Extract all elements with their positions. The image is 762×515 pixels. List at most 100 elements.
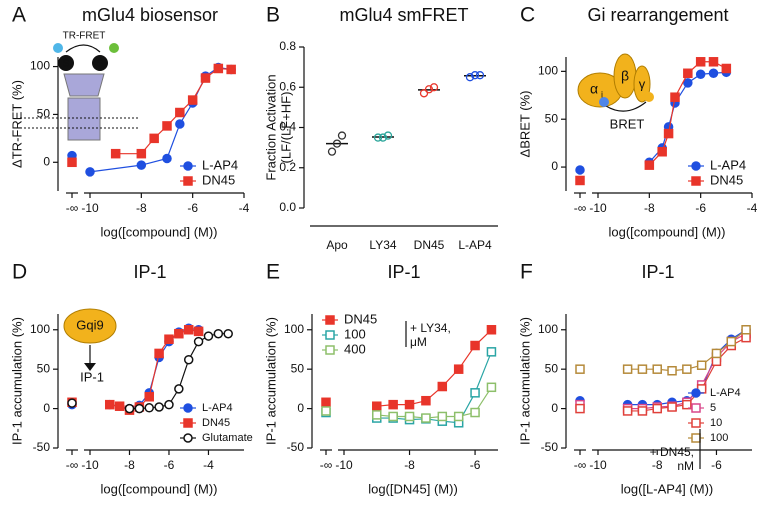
- annotation: Gqi9: [76, 317, 103, 332]
- y-axis-label: IP-1 accumulation (%): [263, 317, 278, 445]
- data-point: [388, 399, 398, 410]
- y-axis-label: ΔTR-FRET (%): [9, 80, 24, 168]
- annotation: + LY34,: [410, 321, 451, 335]
- y-tick-label: 0: [43, 154, 50, 168]
- y-tick-label: -50: [287, 440, 305, 454]
- data-point: [644, 160, 655, 170]
- data-point: [652, 403, 662, 414]
- x-tick-label: -10: [335, 458, 353, 472]
- annotation: + DN45,: [650, 445, 694, 459]
- data-point: [575, 403, 585, 414]
- data-point: [683, 68, 693, 79]
- annotation: BRET: [610, 116, 645, 131]
- data-point: [164, 399, 174, 410]
- y-tick-label: 0: [43, 401, 50, 415]
- data-point: [741, 332, 751, 343]
- legend-label: 400: [344, 341, 366, 356]
- data-point: [637, 406, 648, 416]
- y-tick-label: 0: [297, 401, 304, 415]
- data-point: [711, 356, 722, 367]
- data-point: [183, 325, 194, 335]
- annotation: β: [621, 68, 629, 84]
- donor: [599, 97, 609, 107]
- data-point: [372, 410, 382, 420]
- data-point: [721, 63, 732, 74]
- x-tick-label: Apo: [326, 238, 348, 252]
- legend-label: L-AP4: [710, 157, 746, 172]
- x-tick-label: -∞: [574, 201, 587, 215]
- data-point: [696, 360, 707, 370]
- legend-marker: [691, 388, 701, 398]
- x-axis-label: log([compound] (M)): [100, 481, 217, 496]
- data-point: [372, 401, 382, 411]
- y-tick-label: 100: [30, 322, 50, 336]
- data-point: [695, 69, 706, 79]
- y-tick-label: 100: [284, 322, 304, 336]
- data-point: [741, 325, 751, 335]
- x-axis-label: log([compound] (M)): [100, 224, 217, 239]
- data-point: [695, 57, 706, 67]
- y-tick-label: 100: [538, 64, 558, 78]
- data-point: [162, 121, 172, 131]
- legend-label: L-AP4: [710, 387, 741, 399]
- annotation: S: [63, 59, 70, 70]
- data-point: [421, 413, 431, 423]
- data-point: [726, 336, 737, 347]
- panel-letter: C: [520, 4, 535, 27]
- y-tick-label: 50: [37, 361, 51, 375]
- x-tick-label: -4: [203, 458, 214, 472]
- data-point: [327, 147, 337, 156]
- y-tick-label: 50: [545, 111, 559, 125]
- data-point: [67, 157, 77, 168]
- x-tick-label: -10: [81, 458, 99, 472]
- y-axis-label: IP-1 accumulation (%): [517, 317, 532, 445]
- data-point: [136, 148, 147, 159]
- y-axis-label: ΔBRET (%): [517, 91, 532, 158]
- data-point: [652, 364, 662, 374]
- panel-letter: B: [266, 4, 280, 27]
- data-point: [175, 119, 185, 129]
- legend-marker: [325, 330, 335, 340]
- data-point: [486, 325, 497, 335]
- legend-marker: [325, 345, 335, 355]
- y-tick-label: 50: [545, 361, 559, 375]
- legend-marker: [691, 403, 701, 413]
- x-axis-label: log([compound] (M)): [608, 224, 725, 239]
- data-point: [124, 403, 135, 414]
- panel-letter: E: [266, 261, 280, 284]
- legend-marker: [691, 176, 701, 186]
- gq-protein: [63, 308, 117, 344]
- fluorophore: [92, 55, 108, 71]
- inset-arrow: [605, 101, 647, 112]
- data-point: [187, 95, 198, 105]
- fit-line: [129, 333, 229, 410]
- data-point: [213, 328, 224, 339]
- inset-arrow: [65, 44, 101, 53]
- data-point: [154, 348, 164, 359]
- data-point: [144, 403, 154, 413]
- data-point: [470, 407, 480, 418]
- data-point: [149, 133, 159, 144]
- data-point: [175, 107, 185, 118]
- data-point: [470, 388, 480, 398]
- x-tick-label: -10: [81, 201, 99, 215]
- x-tick-label: -10: [589, 458, 607, 472]
- legend-label: 5: [710, 402, 716, 414]
- data-point: [383, 131, 393, 140]
- data-point: [421, 395, 431, 406]
- data-point: [470, 340, 480, 351]
- x-tick-label: -∞: [66, 458, 79, 472]
- data-point: [114, 401, 125, 411]
- data-point: [373, 133, 383, 142]
- chart-title: IP-1: [387, 262, 420, 282]
- y-tick-label: 0: [551, 159, 558, 173]
- data-point: [622, 364, 633, 374]
- legend-marker: [183, 418, 193, 428]
- data-point: [164, 334, 174, 344]
- data-point: [465, 73, 475, 82]
- x-tick-label: -6: [711, 458, 722, 472]
- data-point: [136, 160, 147, 170]
- data-point: [162, 153, 172, 164]
- data-point: [193, 326, 204, 337]
